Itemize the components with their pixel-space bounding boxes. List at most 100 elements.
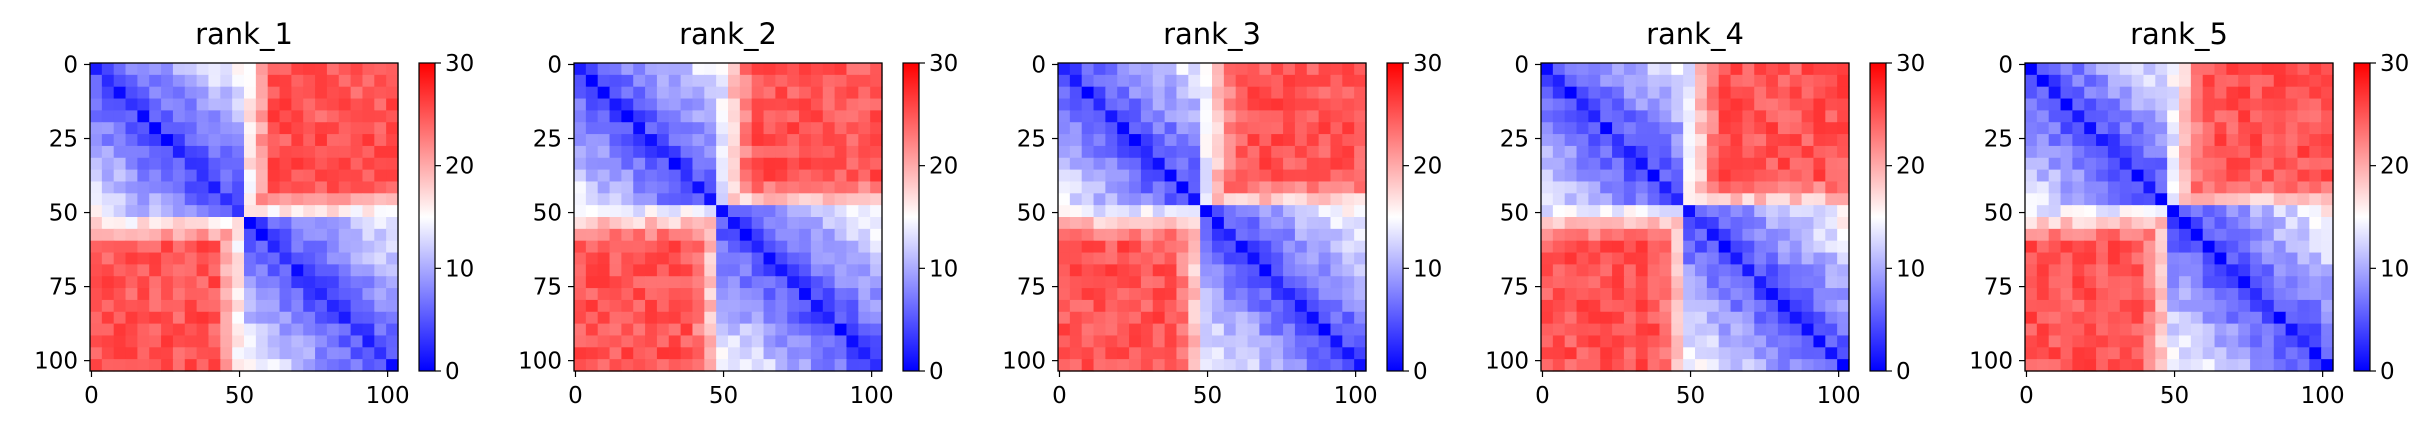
heatmap-cell: [1588, 98, 1601, 111]
heatmap-cell: [303, 299, 316, 313]
heatmap-cell: [350, 157, 364, 171]
heatmap-cell: [291, 347, 304, 360]
heatmap-cell: [303, 347, 316, 360]
heatmap-cell: [597, 74, 611, 88]
heatmap-cell: [208, 193, 221, 206]
heatmap-cell: [2060, 98, 2073, 111]
colorbar: [903, 63, 919, 371]
heatmap-cell: [220, 145, 233, 159]
heatmap-cell: [386, 264, 399, 277]
heatmap-cell: [1081, 217, 1095, 230]
heatmap-cell: [1093, 252, 1106, 265]
heatmap-cell: [1837, 288, 1850, 301]
heatmap-cell: [834, 323, 848, 337]
heatmap-cell: [739, 323, 753, 337]
heatmap-cell: [125, 240, 138, 254]
heatmap-cell: [1259, 347, 1272, 360]
heatmap-cell: [2084, 74, 2097, 88]
heatmap-cell: [2143, 252, 2156, 265]
heatmap-cell: [2226, 86, 2239, 100]
heatmap-cell: [1069, 323, 1083, 337]
heatmap-cell: [137, 323, 150, 337]
heatmap-cell: [810, 323, 824, 337]
heatmap-cell: [315, 157, 328, 171]
heatmap-cell: [1235, 74, 1249, 88]
heatmap-cell: [220, 311, 233, 325]
heatmap-cell: [597, 359, 611, 372]
heatmap-cell: [303, 323, 316, 337]
heatmap-cell: [822, 240, 836, 254]
heatmap-cell: [1777, 63, 1791, 76]
heatmap-cell: [244, 252, 257, 265]
heatmap-cell: [2214, 74, 2227, 88]
heatmap-cell: [763, 299, 776, 313]
heatmap-cell: [1552, 63, 1566, 76]
heatmap-cell: [1588, 240, 1601, 254]
heatmap-cell: [350, 323, 364, 337]
heatmap-cell: [1825, 347, 1838, 360]
heatmap-cell: [692, 299, 705, 313]
heatmap-cell: [172, 63, 186, 76]
heatmap-cell: [799, 217, 812, 230]
heatmap-cell: [2309, 252, 2322, 265]
heatmap-cell: [1271, 288, 1284, 301]
colorbar-tick-label: 10: [1896, 256, 1925, 282]
heatmap-cell: [1718, 110, 1732, 123]
axes-frame: [89, 62, 399, 372]
heatmap-cell: [1188, 157, 1201, 171]
heatmap-cell: [1140, 205, 1154, 218]
heatmap-cell: [1766, 335, 1779, 348]
heatmap-cell: [1176, 145, 1189, 159]
heatmap-cell: [1259, 157, 1272, 171]
heatmap-cell: [1247, 264, 1260, 277]
heatmap-cell: [184, 240, 198, 254]
heatmap-cell: [2190, 288, 2204, 301]
heatmap-cell: [1552, 145, 1566, 159]
heatmap-cell: [1164, 122, 1178, 135]
heatmap-cell: [858, 193, 871, 206]
heatmap-cell: [2119, 299, 2133, 313]
heatmap-cell: [775, 74, 788, 88]
heatmap-cell: [232, 193, 245, 206]
heatmap-cell: [728, 335, 741, 348]
heatmap-cell: [1623, 276, 1637, 289]
heatmap-cell: [1541, 145, 1554, 159]
heatmap-cell: [1683, 205, 1696, 218]
heatmap-cell: [1342, 228, 1355, 242]
heatmap-cell: [2202, 276, 2216, 289]
heatmap-cell: [716, 157, 729, 171]
heatmap-cell: [870, 74, 883, 88]
heatmap-cell: [1730, 205, 1743, 218]
heatmap-cell: [1200, 359, 1213, 372]
heatmap-cell: [2190, 252, 2204, 265]
heatmap-cell: [1541, 122, 1554, 135]
heatmap-cell: [1706, 74, 1720, 88]
heatmap-cell: [113, 288, 127, 301]
heatmap-cell: [621, 323, 634, 337]
heatmap-cell: [1140, 288, 1154, 301]
heatmap-cell: [291, 122, 304, 135]
heatmap-cell: [656, 181, 670, 194]
heatmap-cell: [1330, 86, 1343, 100]
heatmap-cell: [1318, 228, 1332, 242]
heatmap-cell: [2048, 335, 2062, 348]
heatmap-cell: [303, 252, 316, 265]
heatmap-cell: [338, 134, 352, 147]
heatmap-cell: [1235, 311, 1249, 325]
heatmap-cell: [1283, 98, 1296, 111]
heatmap-cell: [2321, 252, 2334, 265]
heatmap-cell: [870, 359, 883, 372]
heatmap-cell: [244, 335, 257, 348]
heatmap-cell: [1706, 205, 1720, 218]
heatmap-cell: [208, 359, 221, 372]
heatmap-cell: [101, 299, 115, 313]
heatmap-cell: [1318, 110, 1332, 123]
heatmap-cell: [1825, 193, 1838, 206]
heatmap-cell: [834, 240, 848, 254]
heatmap-cell: [220, 347, 233, 360]
heatmap-cell: [113, 299, 127, 313]
heatmap-cell: [1564, 122, 1578, 135]
heatmap-cell: [2084, 347, 2097, 360]
heatmap-cell: [267, 359, 281, 372]
heatmap-cell: [1683, 122, 1696, 135]
